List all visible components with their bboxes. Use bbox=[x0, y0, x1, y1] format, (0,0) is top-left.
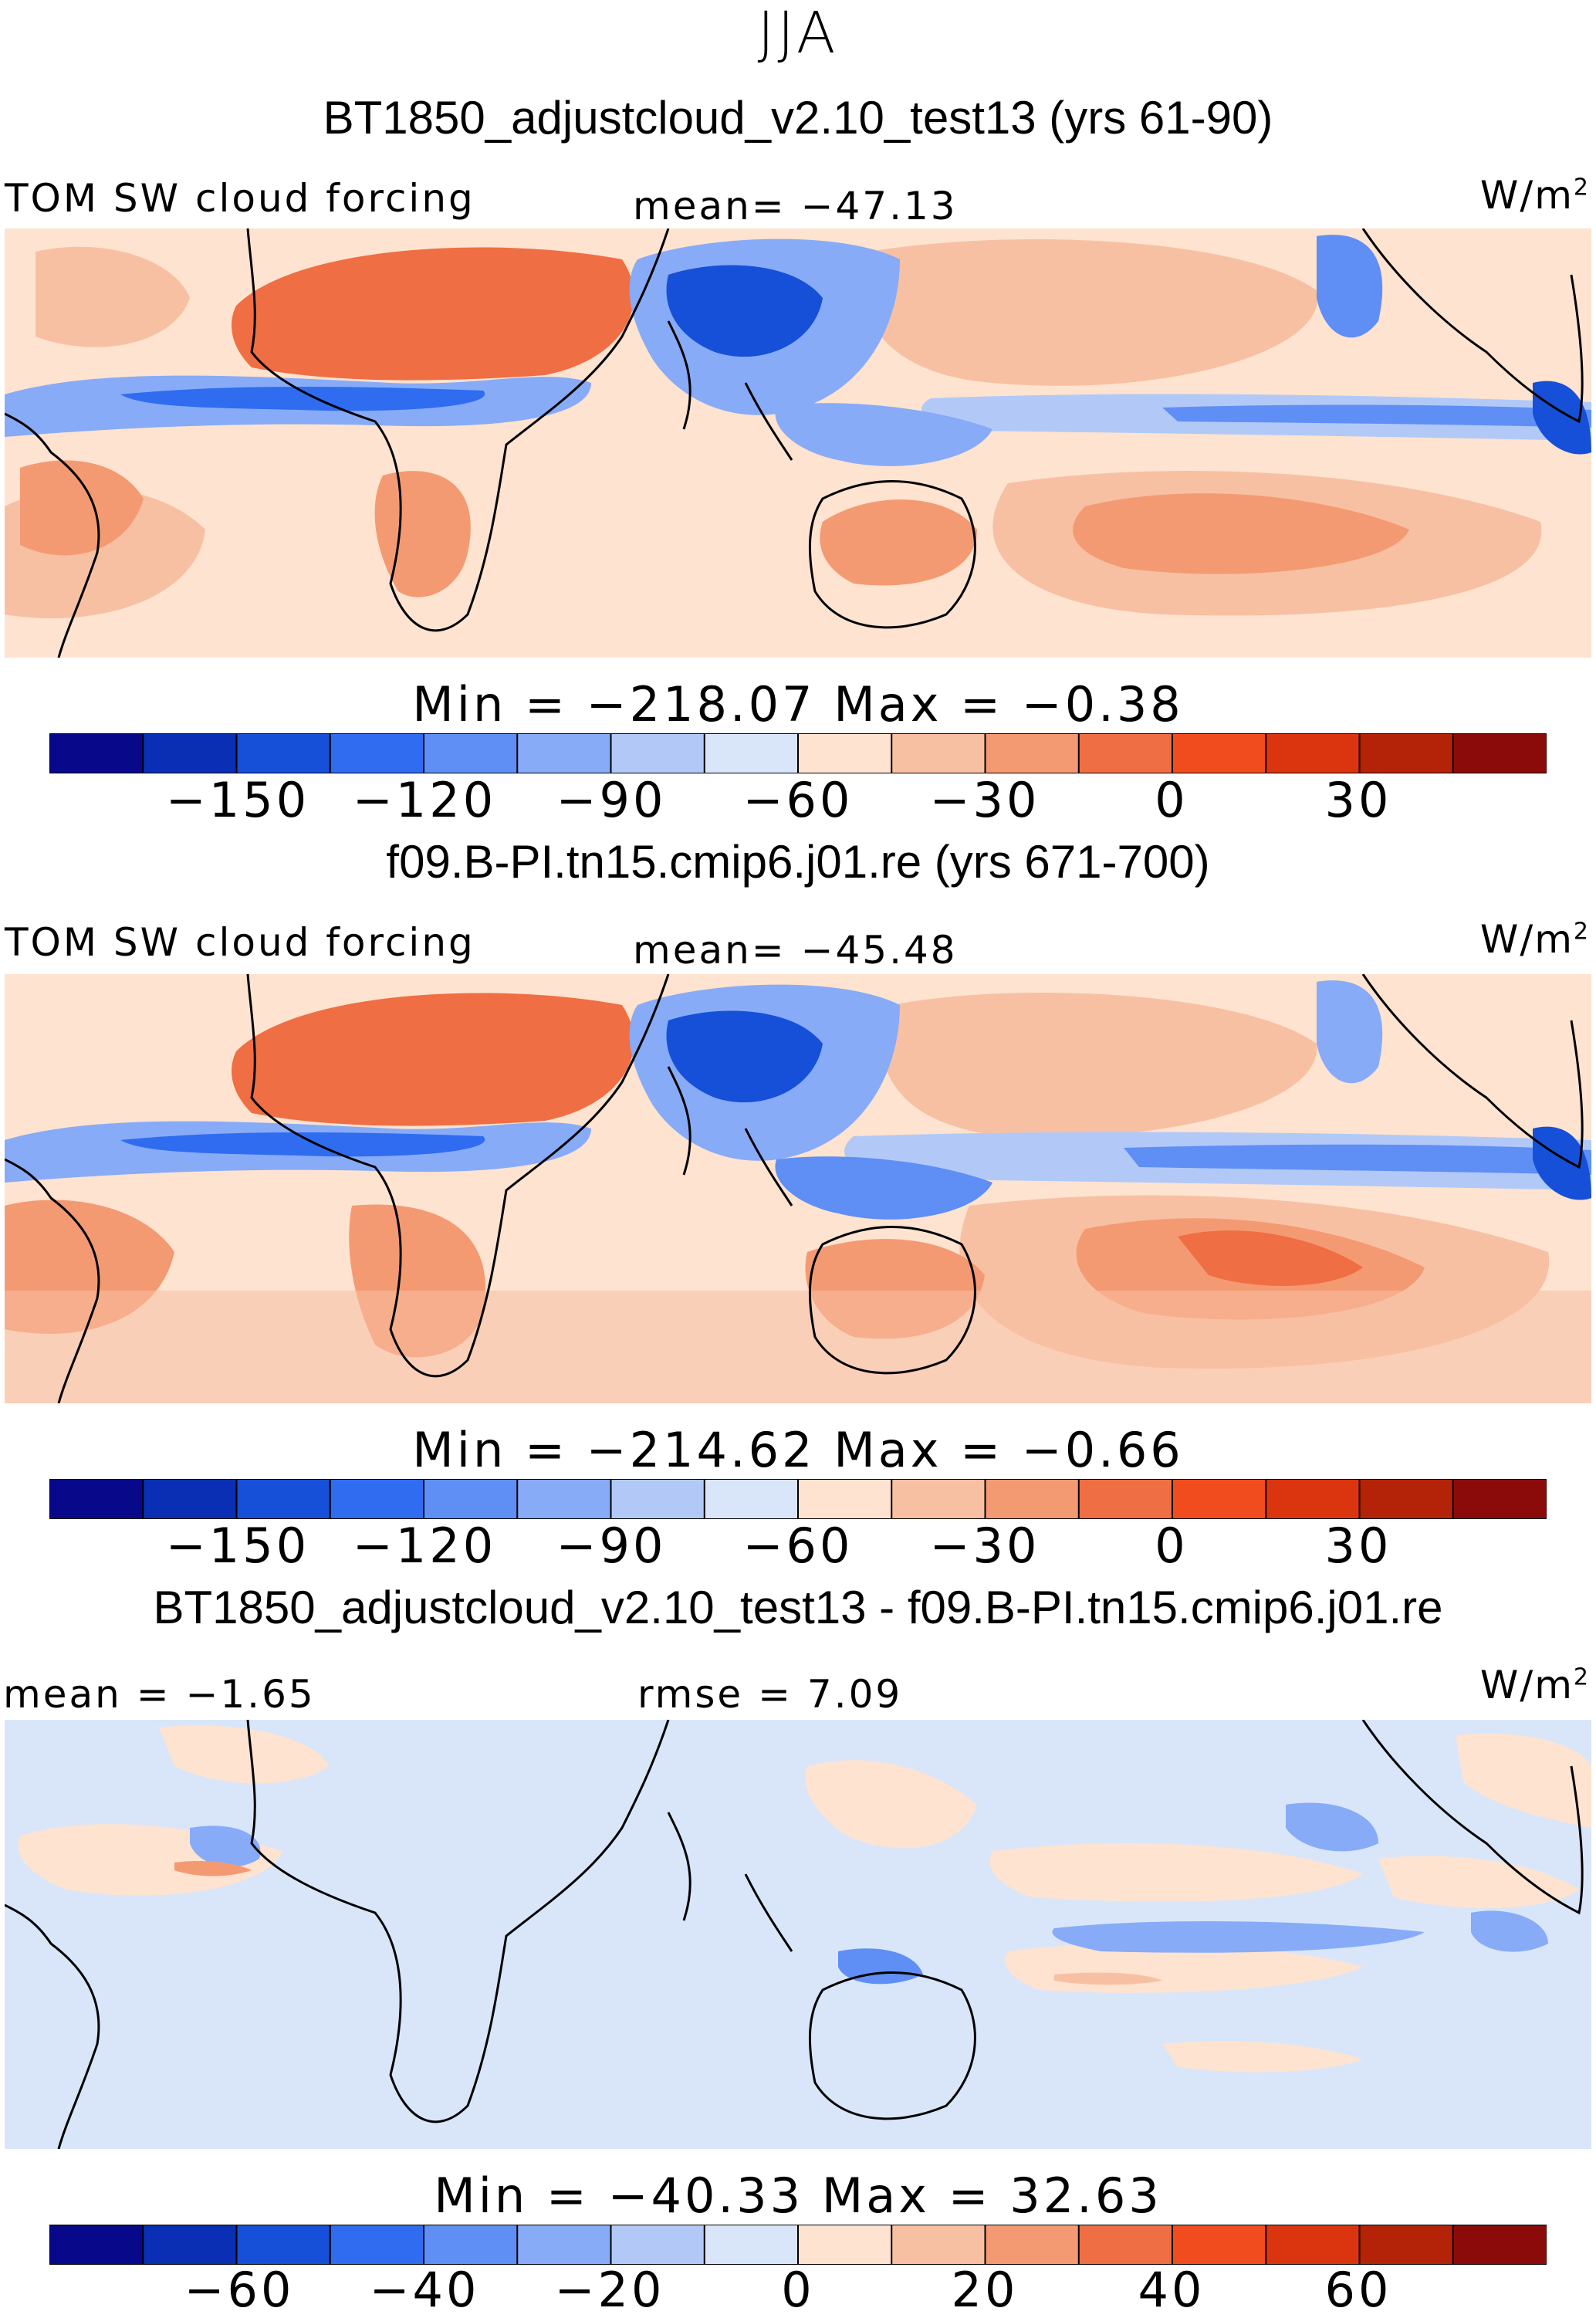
colorbar-swatch bbox=[703, 1479, 800, 1519]
panel3-mean-label: mean = −1.65 bbox=[3, 1672, 316, 1717]
colorbar-swatch bbox=[797, 1479, 893, 1519]
colorbar-swatch bbox=[610, 2225, 706, 2265]
colorbar-swatch bbox=[1077, 2225, 1174, 2265]
panel1-min-max: Min = −218.07 Max = −0.38 bbox=[412, 676, 1184, 733]
season-title: JJA bbox=[757, 0, 839, 66]
panel1-tick: −30 bbox=[929, 772, 1040, 828]
colorbar-swatch bbox=[1172, 1479, 1267, 1519]
panel1-colorbar-svg bbox=[49, 733, 1547, 773]
colorbar-swatch bbox=[235, 2225, 332, 2265]
panel2-colorbar bbox=[49, 1479, 1547, 1519]
colorbar-swatch bbox=[423, 2225, 519, 2265]
colorbar-swatch bbox=[1077, 733, 1174, 773]
colorbar-swatch bbox=[703, 2225, 800, 2265]
panel3-tick: 60 bbox=[1324, 2262, 1392, 2318]
panel2-map bbox=[5, 974, 1591, 1403]
panel3-map bbox=[5, 1720, 1591, 2149]
panel1-tick: 0 bbox=[1155, 772, 1189, 828]
colorbar-swatch bbox=[235, 733, 332, 773]
colorbar-swatch bbox=[984, 2225, 1080, 2265]
colorbar-swatch bbox=[49, 1479, 144, 1519]
panel1-title: BT1850_adjustcloud_v2.10_test13 (yrs 61-… bbox=[323, 92, 1273, 144]
panel1-map bbox=[5, 228, 1591, 658]
panel2-tick: −150 bbox=[165, 1518, 310, 1574]
panel1-tick: −90 bbox=[556, 772, 667, 828]
panel1-map-svg bbox=[5, 228, 1591, 658]
panel1-colorbar bbox=[49, 733, 1547, 773]
panel1-tick: −150 bbox=[165, 772, 310, 828]
panel2-tick: 0 bbox=[1155, 1518, 1189, 1574]
colorbar-swatch bbox=[423, 1479, 519, 1519]
panel2-title: f09.B-PI.tn15.cmip6.j01.re (yrs 671-700) bbox=[386, 836, 1210, 888]
colorbar-swatch bbox=[891, 733, 986, 773]
panel2-colorbar-svg bbox=[49, 1479, 1547, 1519]
panel2-tick: −120 bbox=[352, 1518, 497, 1574]
colorbar-swatch bbox=[142, 1479, 238, 1519]
colorbar-swatch bbox=[1172, 733, 1267, 773]
panel3-tick: −20 bbox=[554, 2262, 665, 2318]
colorbar-swatch bbox=[516, 733, 612, 773]
panel2-mean-label: mean= −45.48 bbox=[633, 928, 958, 973]
panel3-tick: −60 bbox=[184, 2262, 295, 2318]
panel2-tick: −60 bbox=[742, 1518, 854, 1574]
colorbar-swatch bbox=[1172, 2225, 1267, 2265]
colorbar-swatch bbox=[984, 733, 1080, 773]
panel3-colorbar-svg bbox=[49, 2225, 1547, 2265]
panel1-mean-label: mean= −47.13 bbox=[633, 184, 958, 228]
panel2-units: W/m2 bbox=[1479, 917, 1590, 962]
panel1-tick: 30 bbox=[1324, 772, 1392, 828]
panel2-min-max: Min = −214.62 Max = −0.66 bbox=[412, 1422, 1184, 1478]
panel3-units: W/m2 bbox=[1479, 1663, 1590, 1707]
colorbar-swatch bbox=[891, 1479, 986, 1519]
panel2-tick: 30 bbox=[1324, 1518, 1392, 1574]
panel1-variable-label: TOM SW cloud forcing bbox=[5, 176, 475, 221]
panel1-tick: −120 bbox=[352, 772, 497, 828]
colorbar-swatch bbox=[1452, 733, 1547, 773]
panel2-tick: −90 bbox=[556, 1518, 667, 1574]
colorbar-swatch bbox=[797, 2225, 893, 2265]
colorbar-swatch bbox=[797, 733, 893, 773]
colorbar-swatch bbox=[49, 733, 144, 773]
colorbar-swatch bbox=[1452, 1479, 1547, 1519]
colorbar-swatch bbox=[1265, 2225, 1361, 2265]
colorbar-swatch bbox=[1077, 1479, 1174, 1519]
colorbar-swatch bbox=[423, 733, 519, 773]
colorbar-swatch bbox=[516, 2225, 612, 2265]
panel1-tick: −60 bbox=[742, 772, 854, 828]
panel3-tick: 0 bbox=[781, 2262, 815, 2318]
panel3-rmse-label: rmse = 7.09 bbox=[637, 1672, 903, 1717]
panel3-title: BT1850_adjustcloud_v2.10_test13 - f09.B-… bbox=[153, 1582, 1443, 1633]
panel3-tick: 40 bbox=[1138, 2262, 1205, 2318]
colorbar-swatch bbox=[329, 733, 425, 773]
colorbar-swatch bbox=[329, 1479, 425, 1519]
colorbar-swatch bbox=[1358, 733, 1455, 773]
colorbar-swatch bbox=[235, 1479, 332, 1519]
colorbar-swatch bbox=[703, 733, 800, 773]
panel2-map-svg bbox=[5, 974, 1591, 1403]
colorbar-swatch bbox=[49, 2225, 144, 2265]
panel3-tick: −40 bbox=[369, 2262, 480, 2318]
colorbar-swatch bbox=[984, 1479, 1080, 1519]
panel2-tick: −30 bbox=[929, 1518, 1040, 1574]
panel3-tick: 20 bbox=[951, 2262, 1019, 2318]
panel1-units: W/m2 bbox=[1479, 173, 1590, 218]
colorbar-swatch bbox=[1358, 1479, 1455, 1519]
colorbar-swatch bbox=[891, 2225, 986, 2265]
panel3-colorbar bbox=[49, 2225, 1547, 2265]
panel3-min-max: Min = −40.33 Max = 32.63 bbox=[434, 2167, 1162, 2224]
colorbar-swatch bbox=[142, 733, 238, 773]
colorbar-swatch bbox=[610, 1479, 706, 1519]
colorbar-swatch bbox=[1452, 2225, 1547, 2265]
colorbar-swatch bbox=[1265, 1479, 1361, 1519]
colorbar-swatch bbox=[329, 2225, 425, 2265]
panel2-variable-label: TOM SW cloud forcing bbox=[5, 920, 475, 965]
colorbar-swatch bbox=[610, 733, 706, 773]
colorbar-swatch bbox=[1358, 2225, 1455, 2265]
colorbar-swatch bbox=[516, 1479, 612, 1519]
colorbar-swatch bbox=[1265, 733, 1361, 773]
panel3-map-svg bbox=[5, 1720, 1591, 2149]
colorbar-swatch bbox=[142, 2225, 238, 2265]
